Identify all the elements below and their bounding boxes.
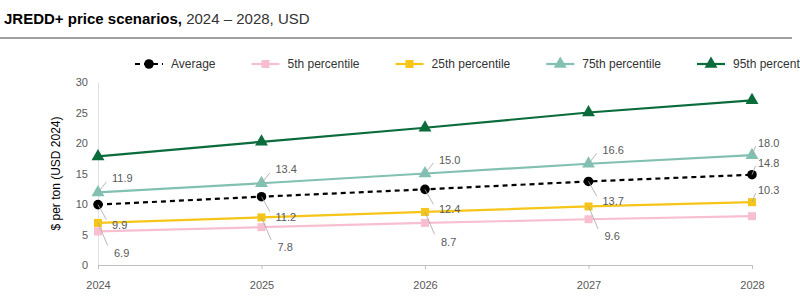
x-tick-label: 2026 <box>413 279 437 291</box>
series-marker <box>746 93 759 104</box>
series-marker <box>585 215 593 223</box>
title-main: JREDD+ price scenarios, <box>4 10 182 27</box>
title-rule <box>0 38 792 39</box>
x-tick-label: 2025 <box>250 279 274 291</box>
y-tick: 30 <box>76 76 98 88</box>
data-label: 14.8 <box>758 157 779 169</box>
data-label: 15.0 <box>439 154 460 166</box>
data-label: 9.6 <box>605 230 620 242</box>
y-tick-label: 15 <box>76 168 88 180</box>
data-label: 10.3 <box>758 184 779 196</box>
series-line <box>98 100 752 156</box>
y-axis-line <box>98 83 99 266</box>
data-label: 13.4 <box>276 163 297 175</box>
legend-item: 75th percentile <box>546 57 661 71</box>
y-tick: 15 <box>76 168 98 180</box>
legend-item: Average <box>135 57 216 71</box>
x-tick-label: 2024 <box>86 279 110 291</box>
x-tick: 2025 <box>250 265 274 291</box>
legend-marker <box>406 60 414 68</box>
label-leader <box>752 146 756 155</box>
data-label: 8.7 <box>441 236 456 248</box>
data-labels: 11.9 13.4 15.0 16.6 18.0 6.9 7.8 8.7 9.6 10.3 9.9 1… <box>98 137 779 259</box>
legend-marker <box>554 57 567 68</box>
data-label: 6.9 <box>114 247 129 259</box>
x-tick-mark <box>425 265 426 269</box>
data-label: 18.0 <box>758 137 779 149</box>
y-tick-label: 20 <box>76 137 88 149</box>
data-label: 16.6 <box>603 144 624 156</box>
series-marker <box>582 105 595 116</box>
legend-marker <box>705 57 718 68</box>
label-leader <box>262 217 272 240</box>
legend-label: 75th percentile <box>582 57 661 71</box>
x-tick-mark <box>752 265 753 269</box>
legend-marker <box>144 59 154 69</box>
y-axis-title: $ per ton (USD 2024) <box>49 116 63 230</box>
series-marker <box>419 120 432 131</box>
y-tick-label: 0 <box>82 259 88 271</box>
x-tick: 2026 <box>413 265 437 291</box>
label-leader <box>589 153 597 164</box>
label-leader <box>262 173 270 184</box>
legend-label: 5th percentile <box>287 57 359 71</box>
plot-area <box>92 93 759 236</box>
legend-item: 25th percentile <box>396 57 511 71</box>
label-leader <box>752 166 756 175</box>
legend-label: Average <box>171 57 216 71</box>
y-axis: 0 5 10 15 20 25 30 <box>76 76 99 271</box>
label-leader <box>262 197 270 212</box>
y-tick-label: 10 <box>76 198 88 210</box>
label-leader <box>589 181 597 196</box>
legend-marker <box>261 60 269 68</box>
x-tick-mark <box>98 265 99 269</box>
x-tick-label: 2027 <box>577 279 601 291</box>
x-tick-mark <box>262 265 263 269</box>
series-marker <box>421 219 429 227</box>
x-tick: 2028 <box>740 265 764 291</box>
x-tick: 2024 <box>86 265 110 291</box>
legend-label: 25th percentile <box>432 57 511 71</box>
label-leader <box>425 163 433 174</box>
label-leader <box>425 212 435 235</box>
data-label: 9.9 <box>112 219 127 231</box>
legend: Average 5th percentile 25th percentile 75th… <box>135 57 800 71</box>
data-label: 11.2 <box>276 211 297 223</box>
label-leader <box>752 193 756 202</box>
legend-item: 95th percentile <box>697 57 800 71</box>
y-tick: 0 <box>82 259 98 271</box>
series-marker <box>92 149 105 160</box>
series-marker <box>746 148 759 159</box>
y-tick: 25 <box>76 107 98 119</box>
x-tick-label: 2028 <box>740 279 764 291</box>
x-axis: 2024 2025 2026 2027 2028 <box>86 265 764 291</box>
data-label: 12.4 <box>439 203 460 215</box>
label-leader <box>98 205 106 220</box>
y-tick-label: 25 <box>76 107 88 119</box>
label-leader <box>98 182 106 193</box>
series-line <box>98 175 752 205</box>
y-tick-label: 30 <box>76 76 88 88</box>
y-tick: 20 <box>76 137 98 149</box>
label-leader <box>98 223 108 246</box>
data-label: 13.7 <box>603 195 624 207</box>
series-line <box>98 216 752 231</box>
label-leader <box>589 206 599 229</box>
y-tick-label: 5 <box>82 229 88 241</box>
title: JREDD+ price scenarios, 2024 – 2028, USD <box>4 10 310 27</box>
data-label: 7.8 <box>278 241 293 253</box>
subtitle: 2024 – 2028, USD <box>186 10 310 27</box>
data-label: 11.9 <box>112 172 133 184</box>
series-marker <box>748 212 756 220</box>
x-tick-mark <box>589 265 590 269</box>
legend-label: 95th percentile <box>733 57 800 71</box>
legend-item: 5th percentile <box>251 57 359 71</box>
chart: JREDD+ price scenarios, 2024 – 2028, USD… <box>0 0 800 307</box>
label-leader <box>425 189 433 204</box>
series-marker <box>255 134 268 145</box>
x-tick: 2027 <box>577 265 601 291</box>
